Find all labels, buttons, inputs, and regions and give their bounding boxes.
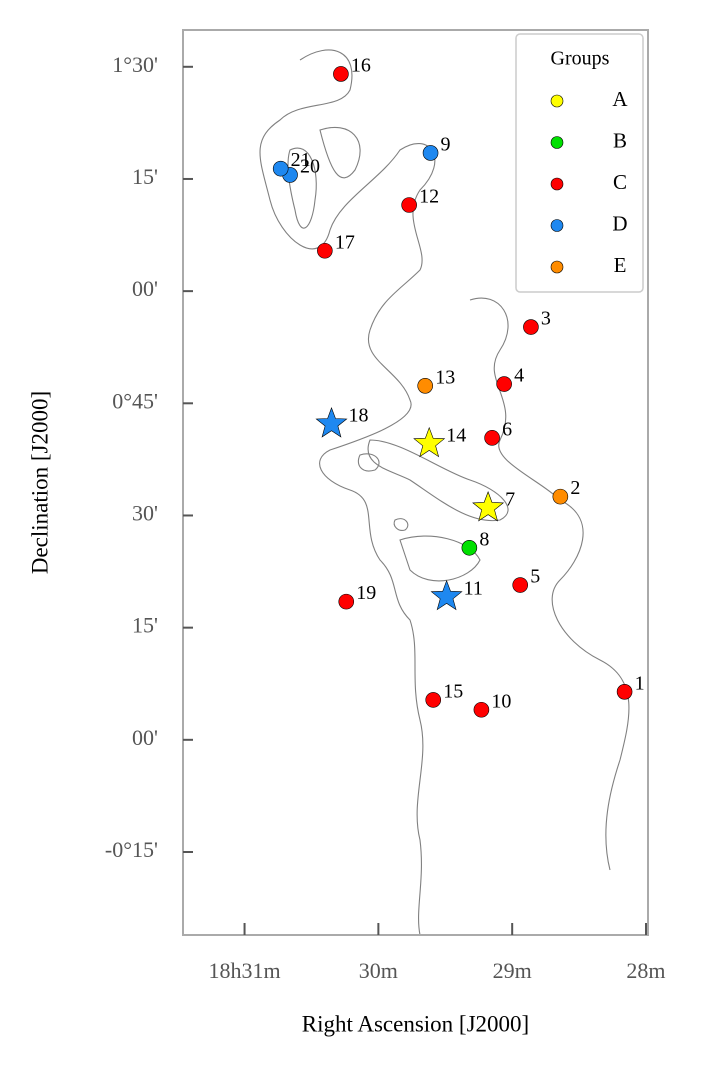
x-tick-label: 28m <box>626 958 665 983</box>
x-tick-label: 30m <box>359 958 398 983</box>
point-label: 17 <box>335 231 355 253</box>
point <box>616 684 633 700</box>
point-label: 16 <box>351 55 371 77</box>
point <box>317 242 333 259</box>
point <box>338 593 355 610</box>
contours <box>259 49 630 936</box>
legend-box <box>515 33 644 293</box>
point-label: 4 <box>514 365 524 387</box>
point <box>461 539 478 556</box>
x-tick-label: 29m <box>493 958 532 983</box>
y-tick-label: 15' <box>132 613 158 638</box>
contour <box>399 535 481 582</box>
point-label: 12 <box>419 186 439 208</box>
x-axis-label: Right Ascension [J2000] <box>302 1011 529 1036</box>
point <box>550 136 564 149</box>
x-tick-label: 18h31m <box>208 958 280 983</box>
contour <box>259 49 436 936</box>
point-label: 1 <box>635 672 645 694</box>
point <box>552 488 569 505</box>
point <box>550 177 564 191</box>
legend-label: E <box>614 253 627 277</box>
contour <box>367 439 509 522</box>
point <box>272 160 289 177</box>
contour <box>393 518 409 531</box>
point <box>425 692 442 708</box>
y-tick-label: -0°15' <box>105 837 158 862</box>
legend-label: B <box>613 128 627 152</box>
contour <box>319 126 361 179</box>
point <box>417 378 434 394</box>
y-tick-label: 15' <box>132 164 158 189</box>
star-marker <box>472 491 505 522</box>
point-label: 2 <box>570 477 580 499</box>
y-tick-label: 0°45' <box>112 388 158 413</box>
point <box>550 260 564 274</box>
point-label: 21 <box>291 149 311 171</box>
star-marker <box>413 426 446 458</box>
legend-label: A <box>612 87 628 111</box>
point-label: 19 <box>356 582 376 604</box>
point-label: 18 <box>349 405 369 427</box>
contour <box>357 453 380 472</box>
point-label: 13 <box>435 366 455 388</box>
legend-label: D <box>612 211 627 235</box>
star-marker <box>315 407 348 438</box>
point <box>333 66 349 82</box>
point <box>550 94 564 108</box>
y-tick-label: 30' <box>132 501 158 526</box>
point <box>484 430 500 446</box>
point-label: 5 <box>530 566 540 588</box>
point <box>512 577 529 593</box>
y-tick-label: 00' <box>132 276 158 301</box>
point-label: 15 <box>443 680 463 702</box>
point <box>523 319 539 335</box>
point-label: 11 <box>464 577 483 599</box>
point <box>496 376 512 392</box>
point-label: 20 <box>300 156 320 178</box>
legend-title: Groups <box>551 48 610 70</box>
point-label: 6 <box>502 418 512 440</box>
point-label: 14 <box>446 424 466 446</box>
point-label: 3 <box>541 308 551 330</box>
point <box>550 219 564 232</box>
star-marker <box>430 579 463 611</box>
point-label: 7 <box>505 488 515 510</box>
y-tick-label: 1°30' <box>112 52 158 77</box>
point <box>422 145 439 161</box>
point <box>401 197 417 213</box>
contour <box>469 297 630 871</box>
y-axis-label: Declination [J2000] <box>27 391 52 574</box>
plot-frame <box>182 29 649 936</box>
legend-label: C <box>613 170 627 194</box>
point-label: 8 <box>479 528 489 550</box>
point <box>473 701 490 718</box>
y-tick-label: 00' <box>132 725 158 750</box>
point-label: 10 <box>491 690 511 712</box>
point-label: 9 <box>441 134 451 156</box>
